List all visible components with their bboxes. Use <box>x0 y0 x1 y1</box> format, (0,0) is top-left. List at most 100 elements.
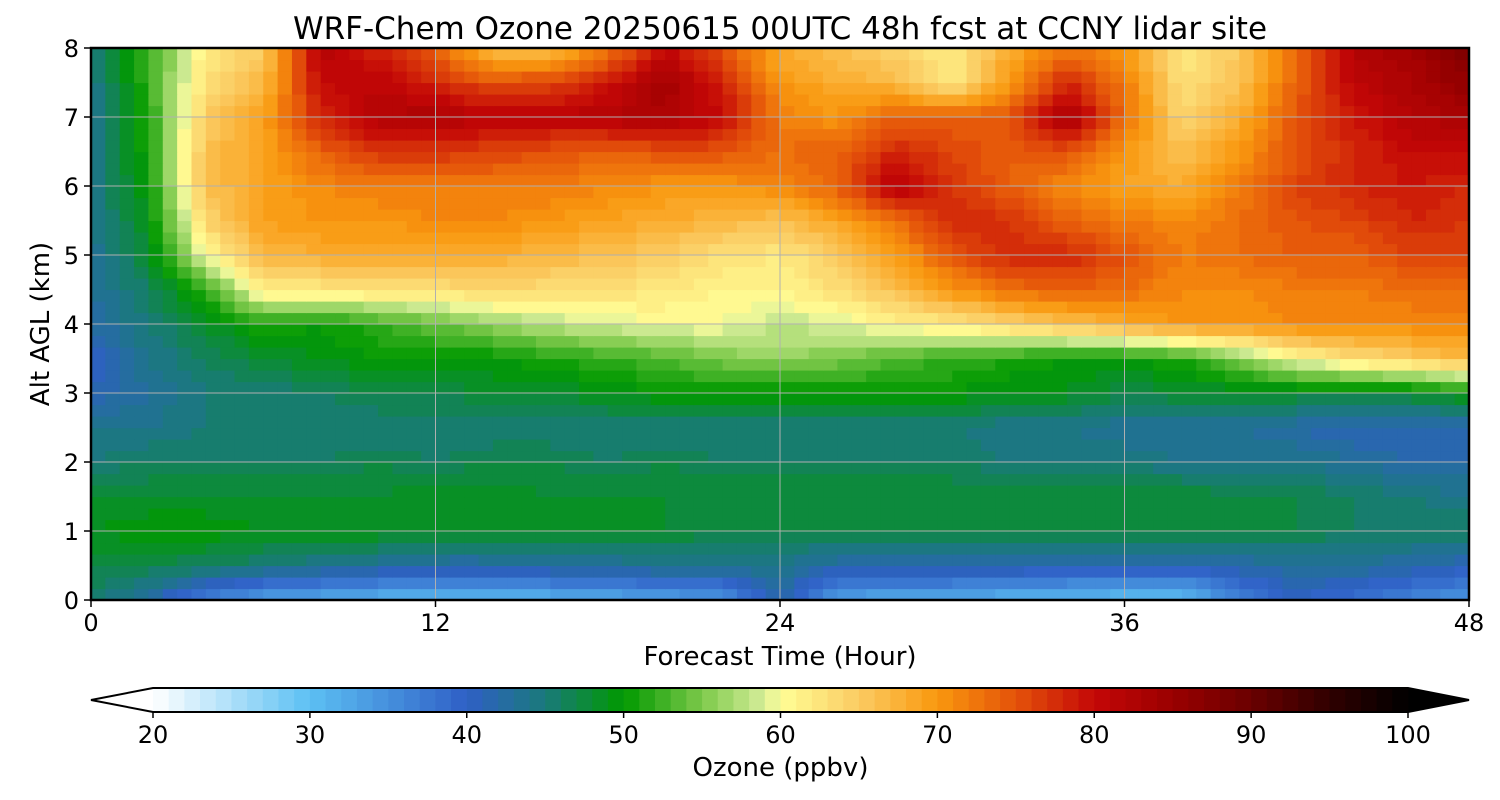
heatmap-cell <box>205 508 221 521</box>
heatmap-cell <box>205 554 221 567</box>
heatmap-cell <box>1454 358 1470 371</box>
heatmap-cell <box>205 347 221 360</box>
heatmap-cell <box>736 59 752 72</box>
heatmap-cell <box>1339 266 1355 279</box>
heatmap-cell <box>765 151 781 164</box>
heatmap-cell <box>765 496 781 509</box>
heatmap-cell <box>866 565 882 578</box>
heatmap-cell <box>650 117 666 130</box>
heatmap-cell <box>1181 531 1197 544</box>
heatmap-cell <box>693 140 709 153</box>
heatmap-cell <box>1311 450 1327 463</box>
heatmap-cell <box>1124 531 1140 544</box>
heatmap-cell <box>1024 151 1039 164</box>
heatmap-cell <box>234 565 250 578</box>
heatmap-cell <box>579 312 594 325</box>
heatmap-cell <box>622 554 638 567</box>
heatmap-cell <box>1368 416 1384 429</box>
heatmap-cell <box>1311 531 1327 544</box>
heatmap-cell <box>306 151 322 164</box>
colorbar-segment <box>231 688 248 712</box>
heatmap-cell <box>550 519 566 532</box>
heatmap-cell <box>507 496 523 509</box>
heatmap-cell <box>894 312 910 325</box>
heatmap-cell <box>808 358 824 371</box>
heatmap-cell <box>91 151 106 164</box>
heatmap-cell <box>1411 335 1427 348</box>
heatmap-cell <box>1167 278 1183 291</box>
heatmap-cell <box>1325 82 1341 95</box>
heatmap-cell <box>277 404 293 417</box>
heatmap-cell <box>449 151 465 164</box>
heatmap-cell <box>177 278 193 291</box>
heatmap-cell <box>880 324 896 337</box>
heatmap-cell <box>636 117 652 130</box>
heatmap-cell <box>1354 186 1370 199</box>
heatmap-cell <box>134 94 150 107</box>
heatmap-cell <box>1138 82 1154 95</box>
heatmap-cell <box>91 59 106 72</box>
heatmap-cell <box>622 370 638 383</box>
heatmap-cell <box>507 577 523 590</box>
heatmap-cell <box>1368 278 1384 291</box>
heatmap-cell <box>464 140 480 153</box>
heatmap-cell <box>1024 347 1039 360</box>
heatmap-cell <box>507 209 523 222</box>
heatmap-cell <box>980 485 996 498</box>
heatmap-cell <box>1253 508 1269 521</box>
heatmap-cell <box>751 508 767 521</box>
heatmap-cell <box>1354 140 1370 153</box>
heatmap-cell <box>1095 462 1111 475</box>
heatmap-cell <box>708 312 724 325</box>
heatmap-cell <box>464 427 480 440</box>
heatmap-cell <box>1138 358 1154 371</box>
heatmap-cell <box>248 163 264 176</box>
heatmap-cell <box>736 485 752 498</box>
heatmap-cell <box>794 324 810 337</box>
heatmap-cell <box>363 301 379 314</box>
heatmap-cell <box>909 186 925 199</box>
heatmap-cell <box>579 197 594 210</box>
heatmap-cell <box>1196 312 1212 325</box>
heatmap-cell <box>464 117 480 130</box>
heatmap-cell <box>335 416 350 429</box>
heatmap-cell <box>866 289 882 302</box>
heatmap-cell <box>521 174 537 187</box>
heatmap-cell <box>507 427 523 440</box>
heatmap-cell <box>823 278 839 291</box>
heatmap-cell <box>248 427 264 440</box>
heatmap-cell <box>550 416 566 429</box>
heatmap-cell <box>1354 301 1370 314</box>
heatmap-cell <box>349 542 365 555</box>
heatmap-cell <box>937 186 953 199</box>
heatmap-cell <box>823 266 839 279</box>
heatmap-cell <box>607 381 623 394</box>
heatmap-cell <box>134 266 150 279</box>
heatmap-cell <box>693 335 709 348</box>
heatmap-cell <box>593 174 609 187</box>
heatmap-cell <box>1311 197 1327 210</box>
heatmap-cell <box>1224 519 1240 532</box>
heatmap-cell <box>995 163 1011 176</box>
heatmap-cell <box>1339 71 1355 84</box>
heatmap-cell <box>105 554 121 567</box>
heatmap-cell <box>937 140 953 153</box>
heatmap-cell <box>1253 393 1269 406</box>
heatmap-cell <box>363 151 379 164</box>
heatmap-cell <box>1411 416 1427 429</box>
heatmap-cell <box>1440 335 1456 348</box>
y-tick-label: 3 <box>64 380 79 408</box>
colorbar-tick-label: 70 <box>922 721 953 749</box>
heatmap-cell <box>1253 232 1269 245</box>
heatmap-cell <box>1067 128 1083 141</box>
heatmap-cell <box>1397 312 1413 325</box>
heatmap-cell <box>1067 82 1083 95</box>
heatmap-cell <box>363 82 379 95</box>
heatmap-cell <box>378 335 394 348</box>
heatmap-cell <box>1397 519 1413 532</box>
heatmap-cell <box>1282 209 1298 222</box>
heatmap-cell <box>248 128 264 141</box>
heatmap-cell <box>1224 232 1240 245</box>
heatmap-cell <box>1138 94 1154 107</box>
heatmap-cell <box>837 140 853 153</box>
